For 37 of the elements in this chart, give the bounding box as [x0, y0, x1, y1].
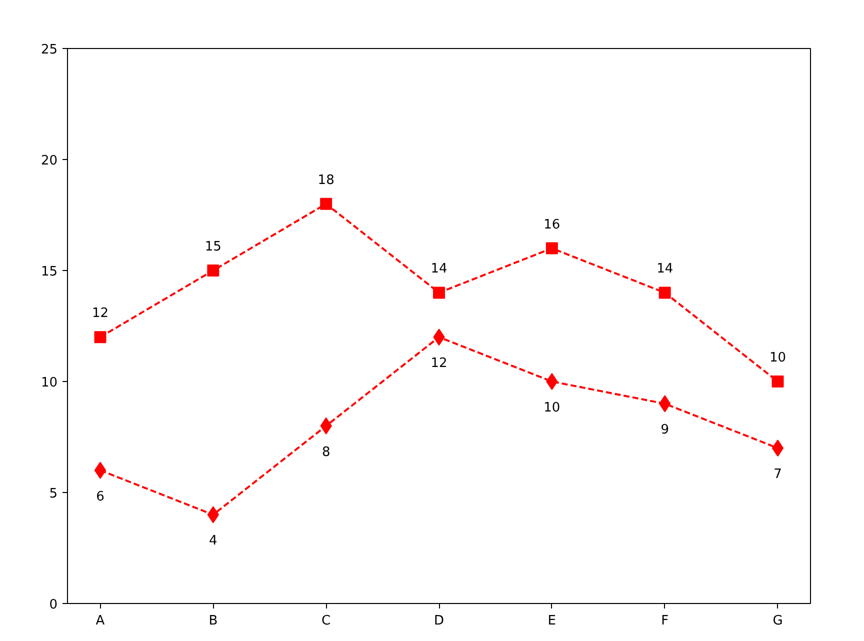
data-label: 8 [322, 444, 330, 460]
y-tick-label: 5 [49, 486, 58, 502]
x-tick-label: G [772, 614, 783, 628]
data-label: 4 [209, 534, 218, 549]
y-tick-label: 25 [40, 42, 58, 58]
x-tick-label: D [434, 614, 444, 628]
y-tick-label: 10 [40, 376, 58, 390]
x-tick-label: B [208, 614, 218, 628]
x-tick-label: F [661, 614, 669, 628]
data-label: 16 [544, 217, 560, 232]
data-label: 9 [660, 422, 669, 438]
x-tick-label: E [548, 614, 556, 628]
data-label: 14 [430, 262, 448, 277]
point [546, 373, 558, 390]
data-label: 6 [96, 489, 104, 504]
point [320, 198, 332, 210]
y-tick-label: 15 [40, 264, 58, 280]
data-label: 15 [204, 240, 222, 254]
point [433, 286, 445, 299]
x-tick-label: C [322, 614, 331, 628]
point [207, 264, 220, 276]
data-label: 14 [656, 262, 674, 277]
y-tick-label: 0 [49, 598, 58, 612]
data-label: 10 [769, 350, 786, 366]
data-label: 12 [430, 356, 448, 372]
x-tick-label: A [96, 614, 105, 628]
data-label: 10 [544, 400, 560, 416]
point [546, 242, 558, 254]
point [94, 331, 106, 344]
point [772, 440, 784, 457]
y-tick-label: 20 [40, 154, 58, 168]
data-label: 18 [318, 172, 334, 188]
data-label: 7 [774, 467, 782, 482]
point [658, 286, 671, 299]
data-label: 12 [92, 306, 109, 322]
point [94, 462, 106, 479]
point [772, 376, 784, 388]
